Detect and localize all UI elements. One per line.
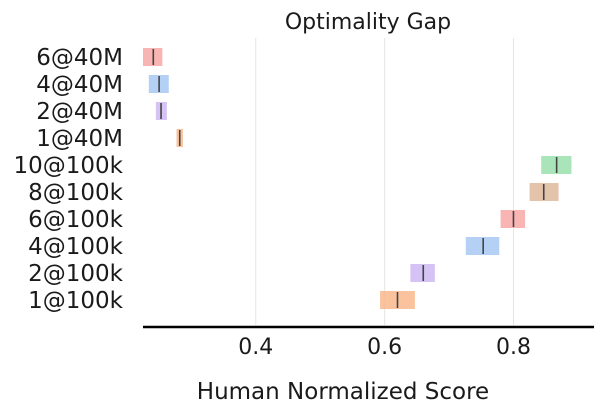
x-tick-labels: 0.4 0.6 0.8 [238, 335, 531, 360]
y-tick-label: 4@100k [28, 234, 124, 260]
y-tick-label: 2@40M [36, 99, 123, 125]
y-tick-label: 6@40M [36, 45, 123, 71]
interval-bars [143, 48, 572, 309]
y-tick-label: 1@40M [36, 126, 123, 152]
x-tick-label: 0.6 [367, 335, 402, 360]
x-axis-label: Human Normalized Score [197, 379, 489, 405]
y-tick-label: 10@100k [14, 153, 124, 179]
y-tick-label: 4@40M [36, 72, 123, 98]
chart-title: Optimality Gap [285, 10, 451, 35]
y-tick-label: 2@100k [28, 261, 124, 287]
x-tick-label: 0.4 [238, 335, 273, 360]
grid-lines [255, 38, 514, 325]
x-tick-label: 0.8 [496, 335, 531, 360]
y-tick-label: 8@100k [28, 180, 124, 206]
y-tick-labels: 6@40M4@40M2@40M1@40M10@100k8@100k6@100k4… [14, 45, 124, 314]
y-tick-label: 1@100k [28, 288, 124, 314]
y-tick-label: 6@100k [28, 207, 124, 233]
